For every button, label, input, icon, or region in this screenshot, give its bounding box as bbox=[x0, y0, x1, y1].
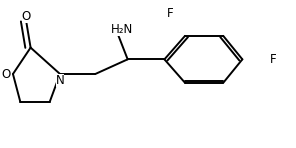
Text: O: O bbox=[22, 10, 31, 23]
Text: O: O bbox=[2, 67, 11, 81]
Text: H₂N: H₂N bbox=[111, 23, 133, 36]
Text: F: F bbox=[167, 7, 174, 20]
Text: N: N bbox=[56, 74, 65, 87]
Text: F: F bbox=[270, 53, 277, 66]
